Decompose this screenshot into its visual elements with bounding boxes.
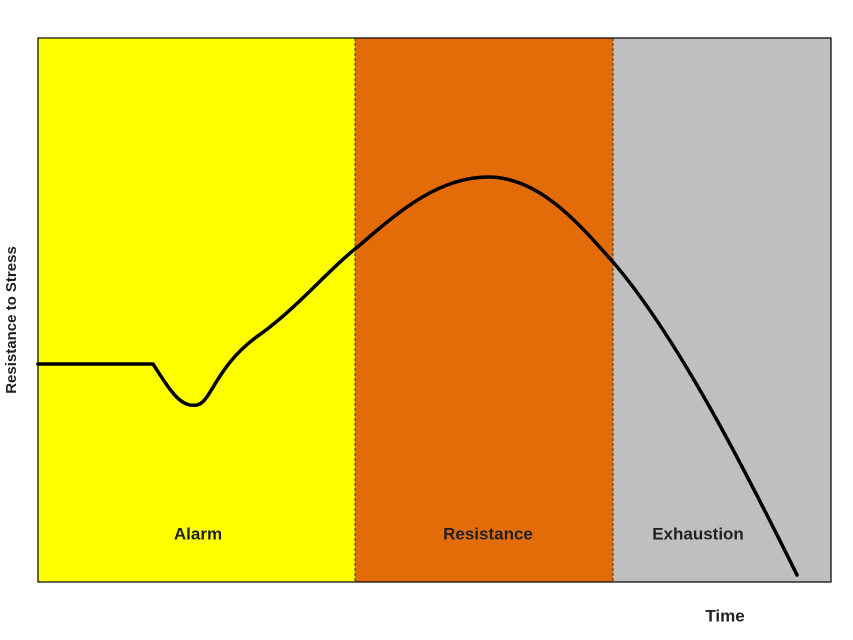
phase-label: Resistance bbox=[443, 524, 533, 543]
phase-label: Alarm bbox=[174, 524, 222, 543]
resistance-zone bbox=[355, 38, 613, 582]
exhaustion-zone bbox=[613, 38, 831, 582]
phase-label: Exhaustion bbox=[652, 524, 744, 543]
alarm-zone bbox=[38, 38, 355, 582]
y-axis-label: Resistance to Stress bbox=[3, 246, 20, 394]
stress-curve bbox=[36, 175, 799, 577]
plot-frame bbox=[37, 37, 832, 583]
x-axis-label: Time bbox=[705, 606, 744, 625]
